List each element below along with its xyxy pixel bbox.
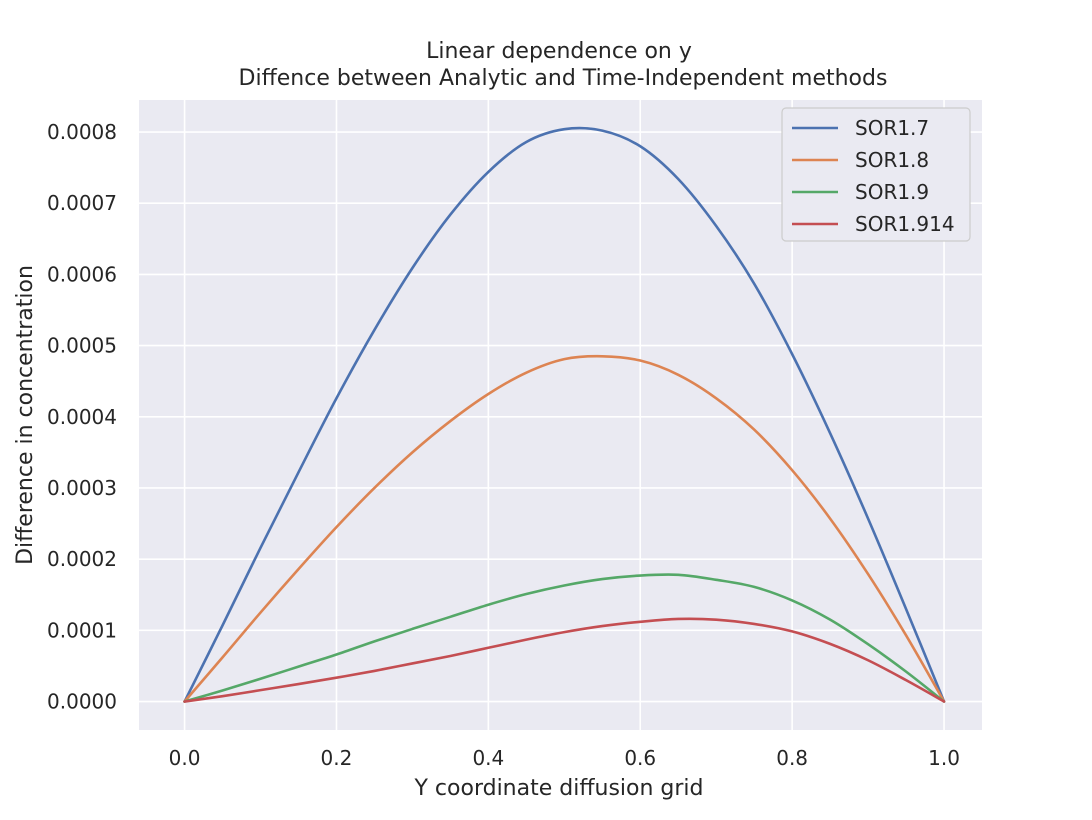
y-tick-label: 0.0003	[47, 476, 117, 500]
x-tick-label: 0.0	[169, 746, 201, 770]
y-tick-label: 0.0000	[47, 690, 117, 714]
x-tick-label: 1.0	[928, 746, 960, 770]
y-tick-label: 0.0006	[47, 262, 117, 286]
x-tick-labels: 0.0 0.2 0.4 0.6 0.8 1.0	[169, 746, 960, 770]
series-line-sor1-914	[183, 617, 946, 703]
y-tick-label: 0.0005	[47, 334, 117, 358]
legend: SOR1.7 SOR1.8 SOR1.9 SOR1.914	[781, 107, 971, 242]
y-tick-labels: 0.0000 0.0001 0.0002 0.0003 0.0004 0.0005 0.00…	[47, 120, 117, 713]
legend-label-sor1-914: SOR1.914	[855, 212, 955, 236]
x-tick-label: 0.8	[776, 746, 808, 770]
legend-label-sor1-8: SOR1.8	[855, 148, 929, 172]
chart-title-line-2: Diffence between Analytic and Time-Indep…	[239, 66, 888, 91]
legend-label-sor1-9: SOR1.9	[855, 180, 929, 204]
y-tick-label: 0.0001	[47, 618, 117, 642]
x-tick-label: 0.6	[624, 746, 656, 770]
series-line-sor1-7	[183, 126, 946, 703]
legend-frame	[781, 107, 971, 242]
series-lines	[183, 126, 946, 703]
x-axis-title: Y coordinate diffusion grid	[414, 776, 704, 801]
y-axis-title: Difference in concentration	[13, 265, 38, 565]
series-line-sor1-9	[183, 573, 946, 703]
y-tick-label: 0.0008	[47, 120, 117, 144]
x-tick-label: 0.2	[321, 746, 353, 770]
chart-title-line-1: Linear dependence on y	[426, 39, 692, 64]
y-tick-label: 0.0002	[47, 547, 117, 571]
x-tick-label: 0.4	[472, 746, 504, 770]
y-tick-label: 0.0007	[47, 191, 117, 215]
series-line-sor1-8	[183, 354, 946, 703]
y-tick-label: 0.0004	[47, 405, 117, 429]
legend-label-sor1-7: SOR1.7	[855, 116, 929, 140]
